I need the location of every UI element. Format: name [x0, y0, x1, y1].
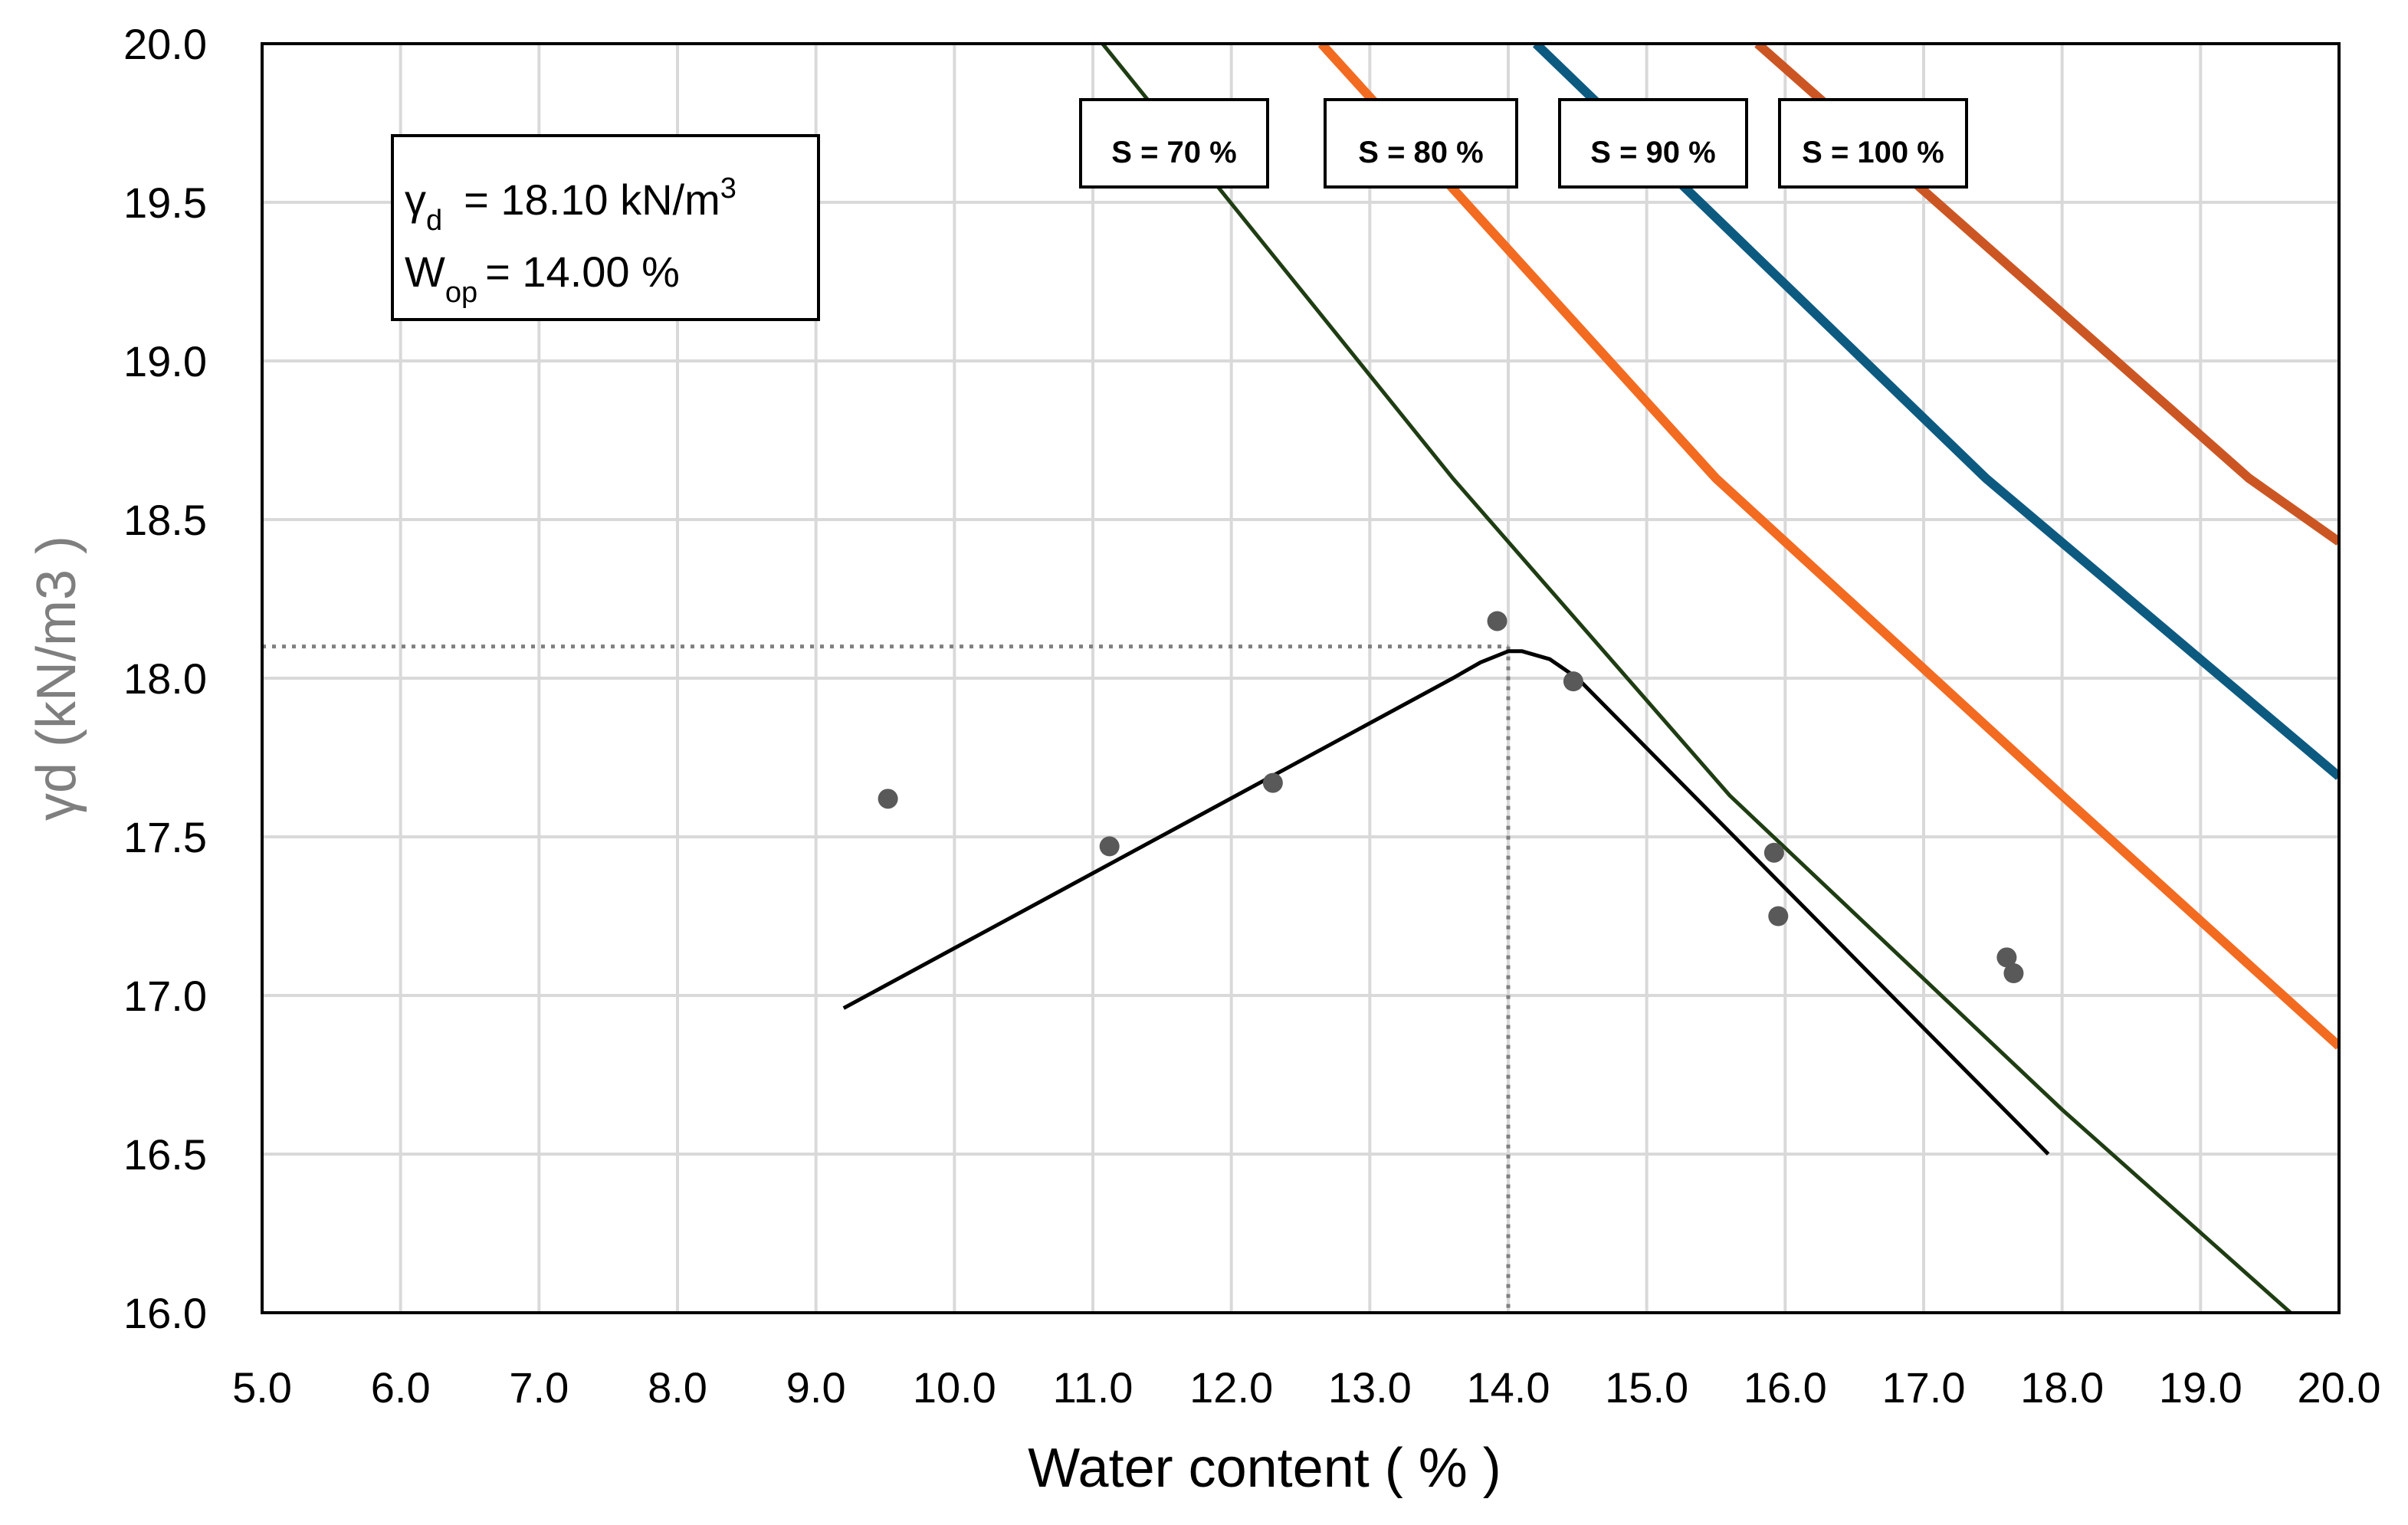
result-box: γd = 18.10 kN/m3 Wop = 14.00 %: [391, 134, 820, 321]
saturation-label-2: S = 80 %: [1324, 98, 1518, 189]
compaction-fit-curve: [842, 649, 2050, 1156]
y-axis-unit: (kN/m3 ): [26, 536, 87, 762]
y-axis-symbol: γd: [26, 762, 87, 821]
x-tick-labels: 5.0 6.0 7.0 8.0 9.0 10.0 11.0 12.0 13.0 14.0 15.0 1…: [232, 1363, 2380, 1412]
y-tick-label-4: 18.0: [123, 654, 207, 703]
optimum-guide-lines: [262, 644, 1511, 1313]
saturation-label-3: S = 90 %: [1558, 98, 1748, 189]
saturation-label-4: S = 100 %: [1778, 98, 1968, 189]
data-point-5: [1563, 671, 1583, 692]
y-tick-label-6: 19.0: [123, 337, 207, 385]
saturation-label-text-2: S = 80 %: [1358, 136, 1483, 169]
saturation-label-1: S = 70 %: [1079, 98, 1269, 189]
y-tick-label-5: 18.5: [123, 496, 207, 544]
saturation-line-2: [1317, 44, 2339, 1050]
saturation-label-text-4: S = 100 %: [1802, 136, 1944, 169]
saturation-line-3: [1532, 44, 2339, 780]
x-tick-label-1: 6.0: [371, 1363, 431, 1412]
x-tick-label-12: 17.0: [1882, 1363, 1966, 1412]
x-tick-label-2: 7.0: [509, 1363, 569, 1412]
x-tick-label-5: 10.0: [913, 1363, 996, 1412]
gamma-symbol: γ: [405, 175, 426, 224]
data-point-7: [1768, 906, 1789, 926]
x-tick-label-7: 12.0: [1189, 1363, 1273, 1412]
data-point-3: [1262, 772, 1283, 793]
y-tick-label-7: 19.5: [123, 179, 207, 227]
saturation-label-box-4: [1778, 98, 1968, 189]
x-tick-label-6: 11.0: [1053, 1363, 1133, 1412]
w-value: = 14.00 %: [485, 248, 680, 296]
fit-curve-line: [842, 649, 2050, 1156]
y-tick-label-1: 16.5: [123, 1130, 207, 1179]
data-point-1: [878, 789, 898, 809]
saturation-label-text-1: S = 70 %: [1111, 136, 1236, 169]
plot-frame: [261, 42, 2341, 1314]
data-point-4: [1487, 611, 1507, 631]
x-tick-label-15: 20.0: [2298, 1363, 2381, 1412]
y-tick-label-3: 17.5: [123, 813, 207, 861]
x-tick-label-13: 18.0: [2020, 1363, 2104, 1412]
gamma-sub: d: [426, 205, 442, 237]
data-point-2: [1099, 836, 1120, 857]
y-axis-title: γd (kN/m3 ): [26, 536, 87, 821]
data-point-9: [2003, 963, 2024, 984]
gamma-sup: 3: [720, 172, 737, 205]
y-tick-label-0: 16.0: [123, 1289, 207, 1337]
data-point-6: [1763, 842, 1784, 863]
x-tick-label-11: 16.0: [1744, 1363, 1827, 1412]
x-tick-label-14: 19.0: [2159, 1363, 2242, 1412]
saturation-lines: [1101, 44, 2339, 1313]
saturation-label-box-2: [1324, 98, 1518, 189]
y-tick-labels: 16.0 16.5 17.0 17.5 18.0 18.5 19.0 19.5 20.0: [123, 20, 207, 1337]
x-axis-title: Water content ( % ): [1028, 1438, 1501, 1499]
x-tick-label-4: 9.0: [786, 1363, 846, 1412]
x-tick-label-9: 14.0: [1467, 1363, 1550, 1412]
saturation-line-4: [1754, 44, 2339, 546]
data-point-8: [1996, 947, 2017, 968]
saturation-labels: S = 70 % S = 80 % S = 90 % S = 100 %: [1079, 98, 1968, 189]
w-sub: op: [445, 277, 477, 309]
saturation-label-box-3: [1558, 98, 1748, 189]
x-tick-label-3: 8.0: [648, 1363, 707, 1412]
saturation-label-text-3: S = 90 %: [1590, 136, 1715, 169]
gamma-d-line: γd = 18.10 kN/m3: [405, 172, 737, 237]
saturation-line-1: [1101, 44, 2292, 1313]
y-tick-label-2: 17.0: [123, 972, 207, 1020]
data-points: [878, 611, 2024, 984]
x-tick-label-8: 13.0: [1328, 1363, 1412, 1412]
w-symbol: W: [405, 248, 445, 296]
y-tick-label-8: 20.0: [123, 20, 207, 68]
gamma-value: = 18.10 kN/m: [464, 175, 720, 224]
x-tick-label-0: 5.0: [232, 1363, 292, 1412]
w-op-line: Wop = 14.00 %: [405, 248, 680, 309]
x-tick-label-10: 15.0: [1605, 1363, 1688, 1412]
saturation-label-box-1: [1079, 98, 1269, 189]
